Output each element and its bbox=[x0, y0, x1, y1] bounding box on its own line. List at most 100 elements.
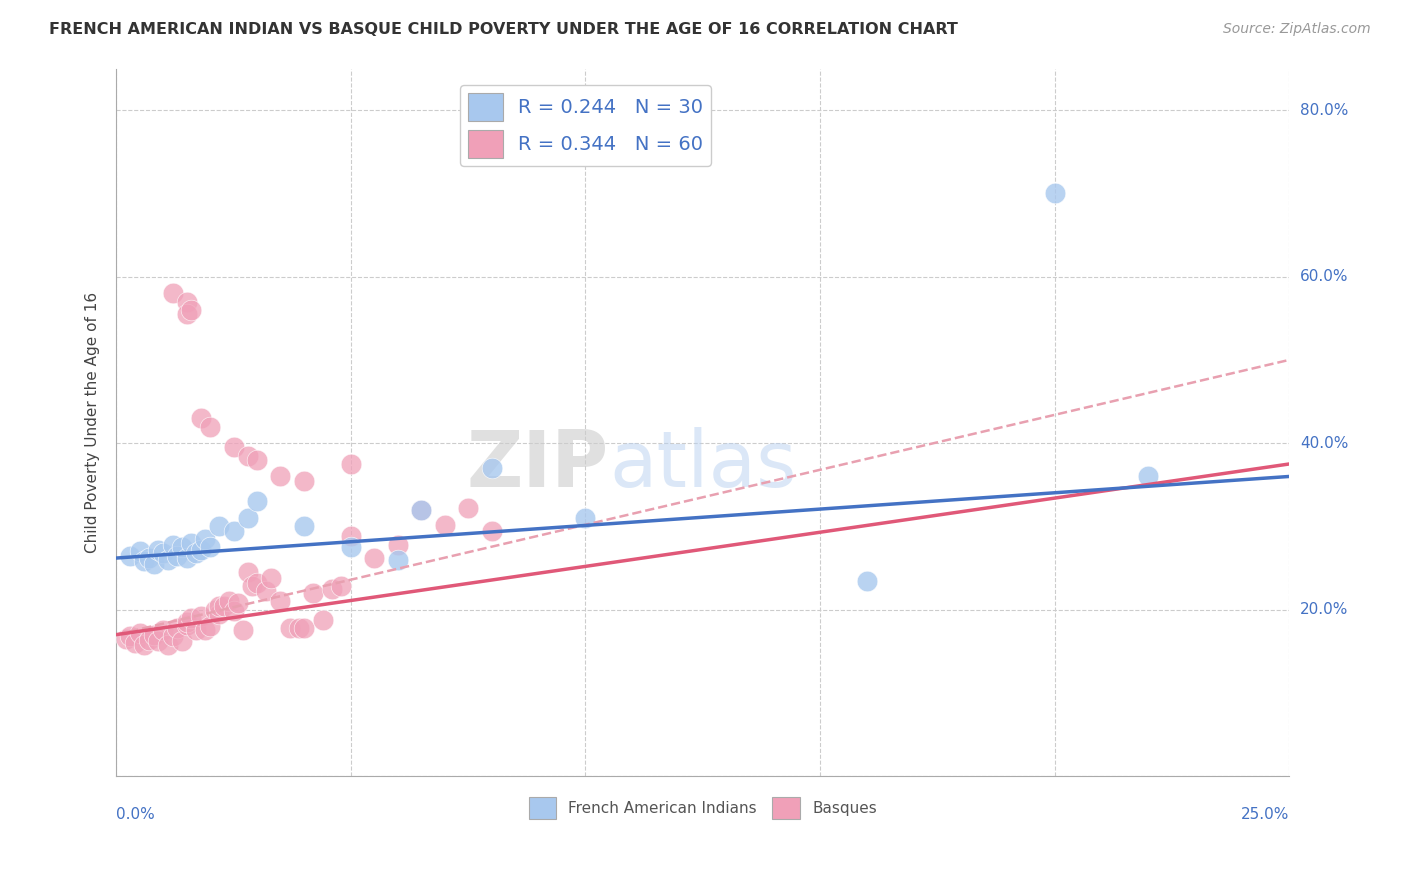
Point bbox=[433, 517, 456, 532]
Point bbox=[148, 542, 170, 557]
Point bbox=[411, 502, 433, 516]
Point bbox=[246, 452, 269, 467]
Text: FRENCH AMERICAN INDIAN VS BASQUE CHILD POVERTY UNDER THE AGE OF 16 CORRELATION C: FRENCH AMERICAN INDIAN VS BASQUE CHILD P… bbox=[49, 22, 957, 37]
Text: 40.0%: 40.0% bbox=[1301, 435, 1348, 450]
Point bbox=[1137, 469, 1160, 483]
Point bbox=[156, 638, 179, 652]
Point bbox=[162, 286, 184, 301]
Point bbox=[240, 579, 263, 593]
Point bbox=[269, 594, 291, 608]
Point bbox=[312, 613, 335, 627]
Point bbox=[246, 494, 269, 508]
Point bbox=[114, 632, 136, 646]
Point bbox=[162, 629, 184, 643]
Point bbox=[152, 546, 174, 560]
Point bbox=[176, 551, 198, 566]
Point bbox=[198, 619, 221, 633]
Point bbox=[194, 532, 217, 546]
Point bbox=[856, 574, 879, 588]
Point bbox=[170, 634, 193, 648]
Point bbox=[176, 615, 198, 629]
Text: 25.0%: 25.0% bbox=[1241, 806, 1289, 822]
Point bbox=[269, 469, 291, 483]
Point bbox=[184, 546, 207, 560]
Point bbox=[292, 621, 315, 635]
Point bbox=[128, 626, 150, 640]
Point bbox=[180, 611, 202, 625]
Point bbox=[138, 551, 160, 566]
Point bbox=[194, 624, 217, 638]
Point bbox=[236, 511, 259, 525]
Point bbox=[481, 461, 503, 475]
Legend: French American Indians, Basques: French American Indians, Basques bbox=[523, 791, 883, 825]
Point bbox=[254, 584, 277, 599]
Point bbox=[120, 629, 142, 643]
Point bbox=[142, 557, 165, 571]
Point bbox=[166, 621, 188, 635]
Point bbox=[134, 554, 156, 568]
Point bbox=[138, 633, 160, 648]
Point bbox=[142, 627, 165, 641]
Point bbox=[190, 411, 212, 425]
Point bbox=[411, 502, 433, 516]
Point bbox=[198, 540, 221, 554]
Point bbox=[278, 621, 301, 635]
Point bbox=[340, 529, 363, 543]
Point bbox=[226, 596, 249, 610]
Point bbox=[481, 524, 503, 538]
Point bbox=[190, 609, 212, 624]
Point bbox=[134, 638, 156, 652]
Text: Source: ZipAtlas.com: Source: ZipAtlas.com bbox=[1223, 22, 1371, 37]
Point bbox=[363, 551, 385, 566]
Point bbox=[246, 576, 269, 591]
Point bbox=[288, 621, 311, 635]
Point bbox=[236, 449, 259, 463]
Point bbox=[176, 294, 198, 309]
Point bbox=[236, 565, 259, 579]
Text: 60.0%: 60.0% bbox=[1301, 269, 1348, 285]
Point bbox=[180, 302, 202, 317]
Text: atlas: atlas bbox=[609, 426, 796, 503]
Point bbox=[208, 599, 231, 613]
Point bbox=[128, 544, 150, 558]
Point bbox=[212, 599, 235, 613]
Point bbox=[170, 540, 193, 554]
Text: ZIP: ZIP bbox=[467, 426, 609, 503]
Point bbox=[162, 538, 184, 552]
Point bbox=[218, 594, 240, 608]
Point bbox=[120, 549, 142, 563]
Point bbox=[198, 419, 221, 434]
Point bbox=[180, 536, 202, 550]
Point bbox=[260, 571, 283, 585]
Point bbox=[457, 501, 479, 516]
Point bbox=[152, 624, 174, 638]
Point bbox=[292, 519, 315, 533]
Point bbox=[302, 586, 325, 600]
Point bbox=[387, 538, 409, 552]
Point bbox=[208, 607, 231, 621]
Point bbox=[166, 549, 188, 563]
Point bbox=[190, 542, 212, 557]
Point bbox=[204, 602, 226, 616]
Point bbox=[222, 524, 245, 538]
Point bbox=[574, 511, 596, 525]
Point bbox=[232, 624, 254, 638]
Point bbox=[387, 552, 409, 566]
Point bbox=[321, 582, 343, 596]
Point bbox=[176, 307, 198, 321]
Point bbox=[156, 552, 179, 566]
Point bbox=[148, 634, 170, 648]
Y-axis label: Child Poverty Under the Age of 16: Child Poverty Under the Age of 16 bbox=[86, 292, 100, 553]
Text: 20.0%: 20.0% bbox=[1301, 602, 1348, 617]
Point bbox=[222, 604, 245, 618]
Point bbox=[340, 457, 363, 471]
Point bbox=[292, 474, 315, 488]
Point bbox=[176, 617, 198, 632]
Point bbox=[184, 624, 207, 638]
Point bbox=[124, 636, 146, 650]
Point bbox=[222, 440, 245, 454]
Point bbox=[1043, 186, 1066, 201]
Text: 80.0%: 80.0% bbox=[1301, 103, 1348, 118]
Point bbox=[340, 540, 363, 554]
Text: 0.0%: 0.0% bbox=[117, 806, 155, 822]
